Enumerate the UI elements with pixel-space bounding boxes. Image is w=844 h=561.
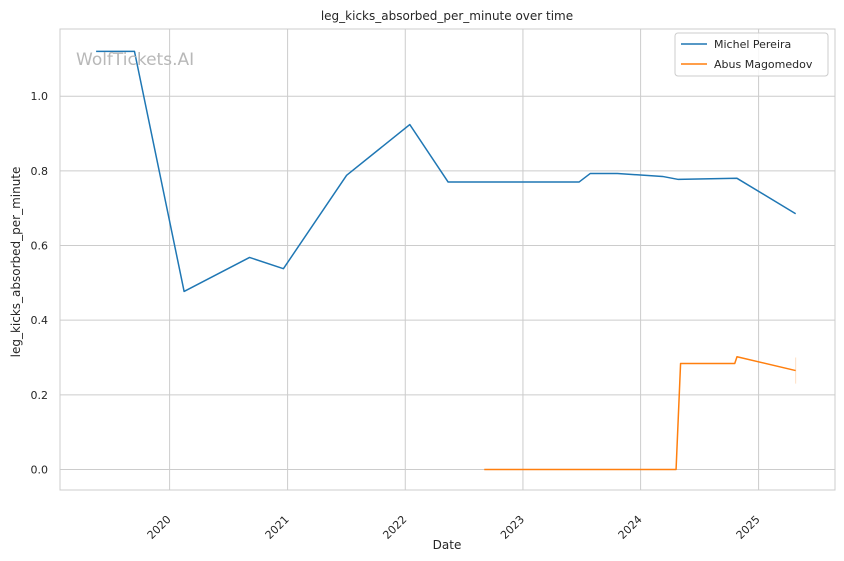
y-axis-ticks: 0.0 0.2 0.4 0.6 0.8 1.0 [31,90,49,476]
legend-label-2: Abus Magomedov [714,58,813,71]
x-axis-label: Date [433,538,462,552]
series-line-2 [484,355,796,471]
grid [60,29,835,490]
y-tick-label: 0.8 [31,165,49,178]
plot-frame [59,28,836,491]
y-axis-label: leg_kicks_absorbed_per_minute [9,167,23,358]
legend: Michel Pereira Abus Magomedov [674,32,829,77]
legend-label-1: Michel Pereira [714,38,791,51]
y-tick-label: 0.2 [31,389,49,402]
y-tick-label: 0.6 [31,240,49,253]
chart-title: leg_kicks_absorbed_per_minute over time [321,9,573,23]
y-tick-label: 1.0 [31,90,49,103]
y-tick-label: 0.4 [31,314,49,327]
series-layer [96,50,797,471]
series-line-1 [96,50,797,293]
y-tick-label: 0.0 [31,463,49,476]
legend-box [674,32,829,77]
watermark-text: WolfTickets.AI [76,50,194,70]
